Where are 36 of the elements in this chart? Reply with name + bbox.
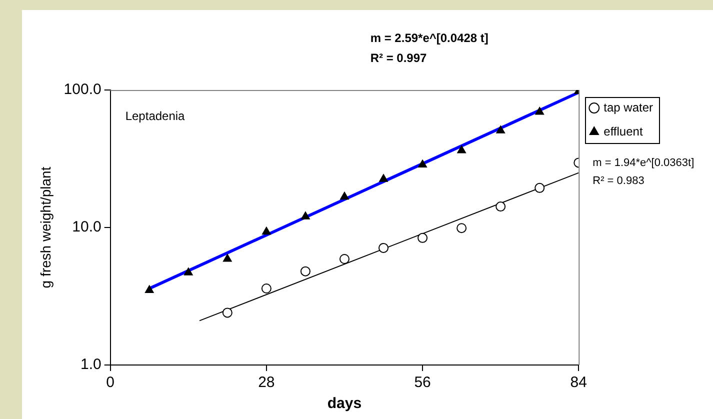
y-axis-title: g fresh weight/plant — [37, 166, 54, 288]
point — [339, 254, 350, 264]
annotation: Leptadenia — [125, 109, 186, 123]
point — [261, 284, 272, 294]
point — [457, 146, 466, 154]
y-tick-label: 10.0 — [72, 218, 102, 236]
point — [456, 223, 467, 234]
legend-label: tap water — [604, 100, 654, 114]
point — [222, 308, 232, 318]
text: R² = 0.983 — [592, 175, 644, 187]
text: m = 1.94*e^[0.0363t] — [592, 157, 694, 169]
point — [340, 192, 349, 200]
point — [301, 212, 310, 220]
x-axis-title: days — [327, 395, 362, 412]
point — [144, 285, 154, 293]
point — [418, 232, 428, 243]
point — [262, 226, 271, 235]
point — [378, 242, 389, 253]
text: m = 2.59*e^[0.0428 t] — [370, 31, 488, 45]
point — [223, 254, 232, 262]
x-tick-label: 84 — [570, 374, 587, 392]
point — [535, 106, 544, 115]
x-tick-label: 0 — [106, 374, 115, 392]
point — [418, 160, 427, 168]
y-tick-label: 1.0 — [80, 356, 102, 374]
point — [496, 202, 506, 212]
x-tick-label: 56 — [414, 374, 431, 392]
point — [496, 126, 505, 134]
y-tick-label: 100.0 — [64, 81, 102, 98]
point — [300, 266, 310, 276]
legend-label: effluent — [604, 124, 644, 138]
x-tick-label: 28 — [258, 374, 275, 392]
point — [184, 268, 193, 276]
point — [379, 174, 388, 182]
point — [534, 182, 545, 193]
text: R² = 0.997 — [370, 51, 428, 65]
